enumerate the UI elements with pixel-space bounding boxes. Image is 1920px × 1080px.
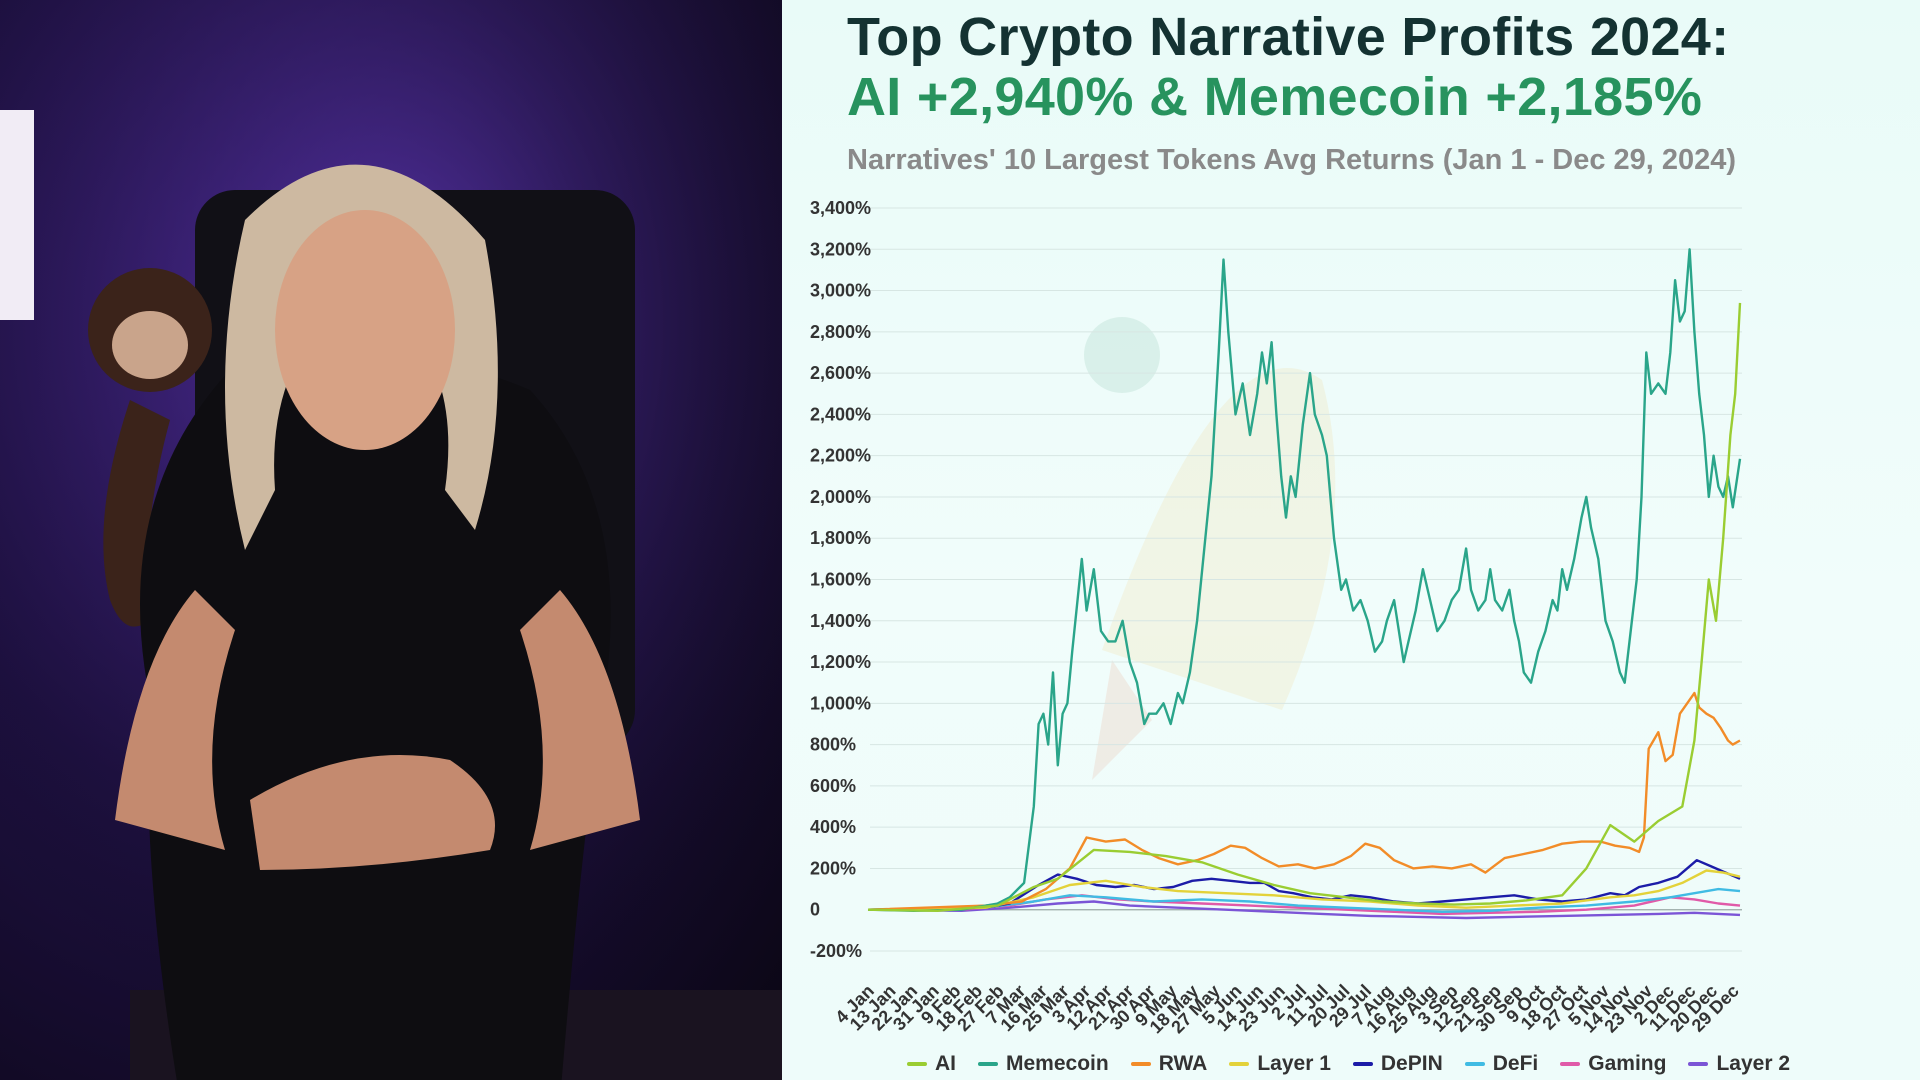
- presenter-hands: [250, 755, 495, 870]
- y-tick-label: 3,000%: [810, 281, 871, 301]
- y-tick-label: 0: [810, 900, 820, 920]
- y-tick-label: 200%: [810, 858, 856, 878]
- y-tick-label: 1,000%: [810, 693, 871, 713]
- y-tick-label: 1,200%: [810, 652, 871, 672]
- legend-item-layer-1: Layer 1: [1229, 1052, 1331, 1076]
- y-axis: -200% 0 200% 400% 600% 800% 1,000% 1,200% 1,400%…: [810, 198, 871, 961]
- lamp: [0, 110, 34, 320]
- legend-label: DeFi: [1492, 1052, 1539, 1075]
- legend-label: Gaming: [1588, 1052, 1667, 1075]
- legend-swatch: [1560, 1062, 1581, 1066]
- line-chart: -200% 0 200% 400% 600% 800% 1,000% 1,200% 1,400%…: [810, 198, 1743, 1038]
- legend-item-layer-2: Layer 2: [1688, 1052, 1790, 1076]
- legend-swatch: [907, 1062, 927, 1066]
- chart-grid: [870, 207, 1742, 952]
- presenter-body: [140, 354, 611, 1080]
- series-line-rwa: [867, 691, 1741, 911]
- legend-label: Layer 1: [1257, 1052, 1331, 1075]
- legend-label: Memecoin: [1006, 1052, 1109, 1075]
- series-line-memecoin: [867, 248, 1742, 912]
- series-line-layer-1: [867, 869, 1741, 911]
- legend-label: RWA: [1158, 1052, 1208, 1075]
- y-tick-label: 600%: [810, 776, 856, 796]
- y-tick-label: 1,400%: [810, 611, 871, 631]
- legend-label: Layer 2: [1716, 1052, 1791, 1075]
- legend-swatch: [1464, 1062, 1485, 1066]
- y-tick-label: 1,600%: [810, 570, 871, 590]
- y-tick-label: 2,000%: [810, 487, 871, 507]
- series-lines: [867, 248, 1742, 920]
- y-tick-label: 2,400%: [810, 404, 871, 424]
- series-line-defi: [867, 887, 1741, 913]
- presenter-face: [275, 210, 455, 450]
- y-tick-label: 2,600%: [810, 363, 871, 383]
- legend-swatch: [1352, 1062, 1373, 1066]
- legend-item-rwa: RWA: [1130, 1052, 1208, 1076]
- chart-title-highlight: AI +2,940% & Memecoin +2,185%: [847, 67, 1703, 127]
- legend-swatch: [1229, 1062, 1250, 1066]
- chart-legend: AI Memecoin RWA Layer 1 DePIN DeFi Gaming Layer…: [907, 1052, 1790, 1076]
- chart-subtitle: Narratives' 10 Largest Tokens Avg Return…: [847, 144, 1737, 176]
- video-feed: [0, 0, 782, 1080]
- y-tick-label: -200%: [810, 941, 862, 961]
- series-line-layer-2: [867, 900, 1741, 920]
- legend-item-memecoin: Memecoin: [978, 1052, 1109, 1076]
- legend-item-gaming: Gaming: [1560, 1052, 1666, 1076]
- legend-swatch: [1130, 1062, 1151, 1066]
- y-tick-label: 800%: [810, 735, 856, 755]
- presenter-video: [0, 0, 782, 1080]
- legend-label: AI: [935, 1052, 956, 1075]
- series-line-ai: [867, 302, 1742, 912]
- y-tick-label: 3,200%: [810, 239, 871, 259]
- y-tick-label: 2,800%: [810, 322, 871, 342]
- legend-label: DePIN: [1380, 1052, 1443, 1075]
- y-tick-label: 3,400%: [810, 198, 871, 218]
- legend-item-depin: DePIN: [1352, 1052, 1443, 1076]
- rocket-watermark: [1084, 317, 1336, 780]
- y-tick-label: 2,200%: [810, 446, 871, 466]
- chart-panel: Top Crypto Narrative Profits 2024: AI +2…: [782, 0, 1920, 1080]
- legend-item-defi: DeFi: [1464, 1052, 1539, 1076]
- y-tick-label: 400%: [810, 817, 856, 837]
- chart-title: Top Crypto Narrative Profits 2024:: [847, 7, 1730, 67]
- legend-swatch: [1688, 1062, 1709, 1066]
- legend-item-ai: AI: [907, 1052, 956, 1076]
- y-tick-label: 1,800%: [810, 528, 871, 548]
- legend-swatch: [978, 1062, 998, 1066]
